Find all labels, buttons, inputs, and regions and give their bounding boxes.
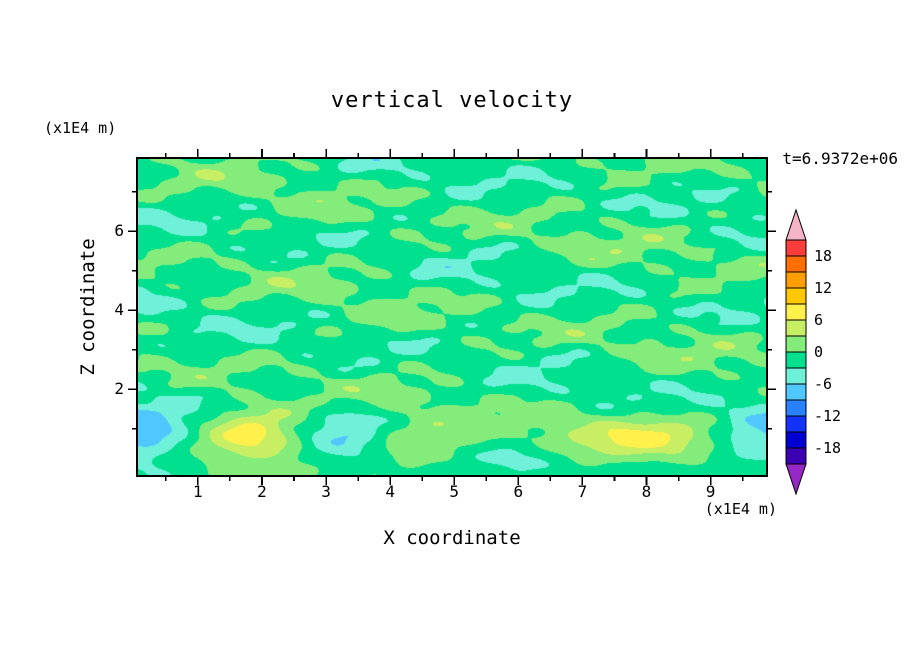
colorbar-segment [785, 447, 807, 465]
colorbar-segment [785, 271, 807, 289]
x-tick-label: 9 [705, 482, 716, 501]
colorbar-segment [785, 319, 807, 337]
x-tick-label: 8 [641, 482, 652, 501]
z-tick-label: 2 [114, 379, 124, 399]
plot-frame-and-ticks [128, 149, 776, 485]
x-tick-label: 4 [385, 482, 395, 501]
plot-area [128, 149, 776, 485]
colorbar-label: 12 [814, 279, 833, 297]
x-tick-label: 2 [257, 482, 267, 501]
colorbar-segment [785, 383, 807, 401]
colorbar-label: 18 [814, 247, 833, 265]
x-tick-label: 7 [577, 482, 588, 501]
z-tick-label: 6 [114, 221, 124, 241]
z-axis-unit-label: (x1E4 m) [44, 119, 117, 137]
x-tick-label: 1 [193, 482, 203, 501]
colorbar-label: -6 [814, 375, 833, 393]
colorbar-segment [785, 287, 807, 305]
colorbar [785, 208, 807, 496]
time-annotation: t=6.9372e+06 [782, 149, 898, 168]
colorbar-segment [785, 415, 807, 433]
colorbar-segment [785, 431, 807, 449]
contour-field-canvas [137, 158, 767, 476]
colorbar-segment [785, 335, 807, 353]
colorbar-lower-arrow [785, 463, 807, 496]
colorbar-label: 0 [814, 343, 824, 361]
z-tick-label: 4 [114, 300, 124, 320]
colorbar-segment [785, 255, 807, 273]
x-axis-unit-label: (x1E4 m) [704, 500, 777, 518]
colorbar-segment [785, 367, 807, 385]
colorbar-label: -12 [814, 407, 842, 425]
x-tick-label: 5 [449, 482, 460, 501]
x-tick-label: 6 [513, 482, 524, 501]
x-axis-title: X coordinate [383, 527, 521, 549]
colorbar-segment [785, 239, 807, 257]
colorbar-upper-arrow [785, 208, 807, 241]
colorbar-segment [785, 399, 807, 417]
colorbar-segment [785, 351, 807, 369]
x-tick-label: 3 [321, 482, 331, 501]
plot-title: vertical velocity [330, 88, 574, 113]
colorbar-segment [785, 303, 807, 321]
plot-border [136, 157, 768, 477]
colorbar-label: 6 [814, 311, 824, 329]
colorbar-label: -18 [814, 439, 842, 457]
